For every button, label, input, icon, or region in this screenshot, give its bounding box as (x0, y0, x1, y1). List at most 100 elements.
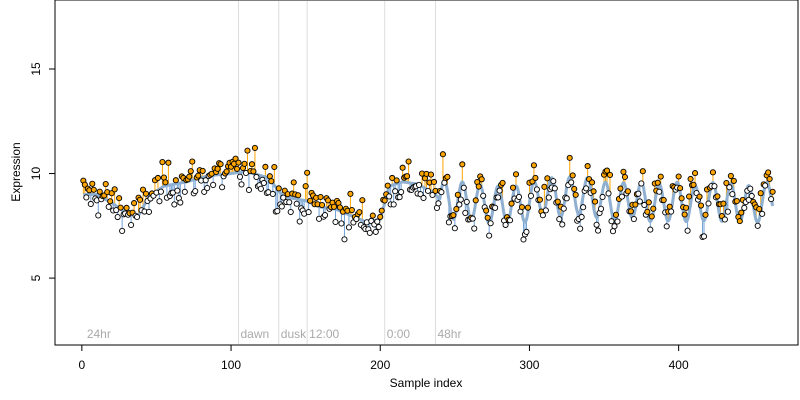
data-point (495, 194, 502, 201)
data-point (593, 221, 600, 228)
data-point (524, 204, 532, 211)
data-point (399, 164, 406, 171)
data-point (162, 179, 169, 186)
data-point (678, 195, 685, 202)
data-point (592, 198, 599, 205)
data-point (214, 165, 221, 172)
data-point (145, 208, 153, 215)
data-point (696, 193, 703, 200)
data-point (569, 172, 576, 179)
data-point (271, 163, 278, 171)
data-point (341, 236, 348, 243)
data-point (128, 221, 135, 229)
data-point (747, 185, 754, 192)
data-point (386, 193, 393, 200)
data-point (430, 178, 438, 186)
data-point (450, 212, 457, 219)
data-point (427, 171, 435, 178)
data-point (102, 180, 109, 188)
data-point (262, 163, 269, 170)
data-point (319, 202, 326, 209)
data-point (632, 201, 639, 208)
data-point (244, 147, 251, 154)
x-tick-label: 300 (519, 358, 539, 372)
data-point (424, 187, 432, 194)
data-point (677, 185, 684, 192)
data-point (266, 173, 273, 180)
data-point (356, 209, 363, 216)
data-point (389, 174, 396, 182)
data-point (681, 211, 688, 218)
data-point (348, 206, 355, 214)
y-axis: 5 10 15 (29, 62, 56, 281)
data-point (345, 224, 352, 231)
data-point (456, 201, 463, 208)
data-point (171, 201, 178, 208)
data-point (515, 193, 523, 201)
data-point (614, 218, 621, 225)
data-point (398, 188, 405, 196)
data-point (554, 198, 561, 205)
data-point (108, 190, 115, 197)
data-point (496, 187, 503, 194)
data-point (572, 191, 579, 198)
data-point (690, 181, 697, 188)
data-point (381, 197, 388, 204)
data-point (756, 205, 763, 213)
data-point (584, 163, 591, 170)
data-point (187, 168, 194, 175)
data-point (463, 198, 470, 205)
data-point (609, 228, 617, 235)
data-point (202, 177, 209, 184)
data-point (620, 168, 627, 175)
data-point (307, 197, 314, 204)
data-point (286, 199, 293, 206)
data-point (533, 186, 540, 193)
data-point (217, 161, 224, 168)
data-point (641, 201, 648, 209)
data-point (578, 213, 585, 221)
data-point (392, 188, 399, 195)
data-point (114, 213, 121, 221)
data-point (238, 181, 245, 188)
data-point (233, 165, 241, 172)
data-point (630, 216, 637, 223)
data-point (105, 203, 112, 210)
data-point (484, 214, 491, 221)
region-label: dusk (281, 327, 307, 341)
data-point (420, 194, 427, 202)
data-point (219, 184, 226, 191)
data-point (235, 159, 242, 166)
data-point (241, 160, 248, 167)
data-point (539, 212, 546, 219)
data-point (618, 193, 625, 200)
data-point (396, 194, 403, 201)
data-point (648, 213, 655, 220)
data-point (195, 172, 202, 179)
data-point (338, 220, 345, 227)
data-point (390, 201, 397, 208)
data-point (647, 226, 654, 233)
data-point (181, 188, 188, 195)
data-point (762, 182, 769, 189)
data-point (462, 209, 469, 216)
data-point (486, 232, 493, 239)
data-point (87, 200, 94, 208)
data-point (257, 185, 264, 192)
data-point (711, 183, 718, 190)
x-tick-label: 400 (669, 358, 689, 372)
data-point (624, 188, 631, 195)
data-point (527, 192, 534, 199)
data-point (536, 196, 543, 203)
data-point (714, 193, 721, 200)
data-point (375, 223, 382, 231)
data-point (305, 209, 312, 216)
data-point (260, 179, 267, 187)
data-point (612, 211, 620, 218)
data-point (687, 175, 694, 183)
y-tick-label: 5 (29, 274, 43, 281)
data-point (199, 167, 206, 174)
data-point (453, 206, 460, 213)
data-point (347, 190, 354, 197)
data-point (754, 222, 761, 229)
